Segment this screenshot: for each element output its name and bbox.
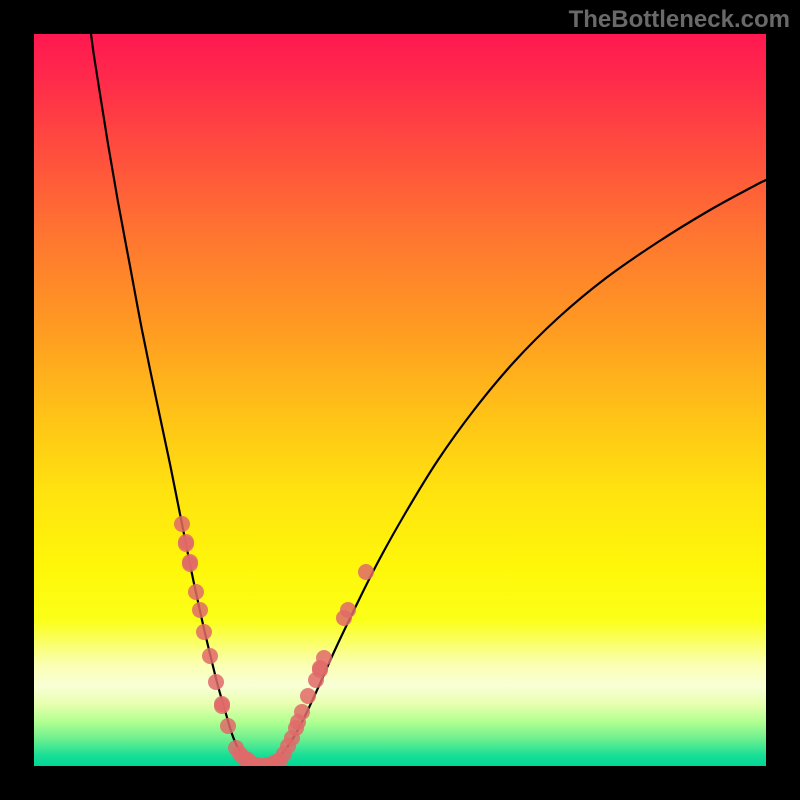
scatter-point: [192, 602, 208, 618]
scatter-point: [220, 718, 236, 734]
scatter-point: [188, 584, 204, 600]
scatter-point: [300, 688, 316, 704]
scatter-point: [208, 674, 224, 690]
curve-left: [91, 34, 262, 766]
scatter-group: [174, 516, 374, 766]
scatter-point: [340, 602, 356, 618]
scatter-point: [196, 624, 212, 640]
curve-right: [262, 180, 766, 766]
scatter-point: [358, 564, 374, 580]
scatter-point: [316, 650, 332, 666]
watermark-text: TheBottleneck.com: [569, 6, 790, 34]
scatter-point: [174, 516, 190, 532]
scatter-point: [178, 536, 194, 552]
scatter-point: [294, 704, 310, 720]
chart-container: TheBottleneck.com: [0, 0, 800, 800]
curve-layer: [34, 34, 766, 766]
plot-area: [34, 34, 766, 766]
scatter-point: [214, 698, 230, 714]
scatter-point: [182, 556, 198, 572]
scatter-point: [202, 648, 218, 664]
